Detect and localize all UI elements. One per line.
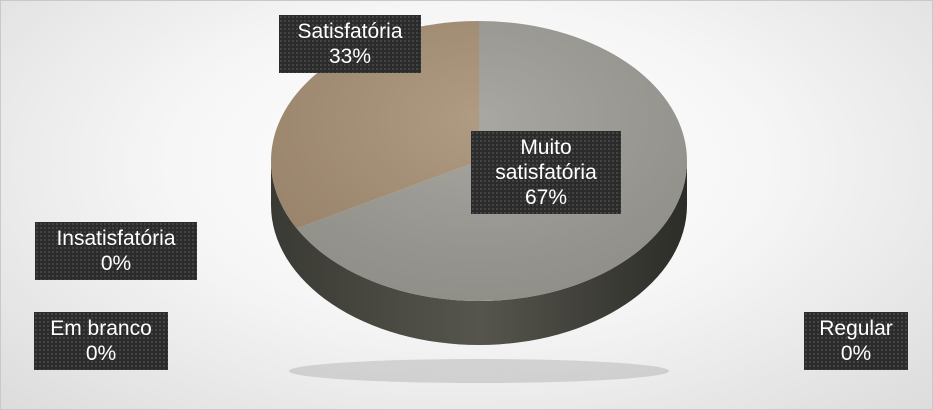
slice-label-value: 67% bbox=[524, 186, 568, 209]
data-label-em-branco: Em branco 0% bbox=[34, 312, 168, 370]
pie-shadow bbox=[289, 359, 669, 383]
slice-label-name: Muito satisfatória bbox=[495, 136, 597, 184]
data-label-insatisfatoria: Insatisfatória 0% bbox=[35, 222, 197, 280]
slice-label-name: Em branco bbox=[50, 317, 152, 340]
data-label-satisfatoria: Satisfatória 33% bbox=[279, 15, 421, 73]
slice-label-value: 0% bbox=[85, 342, 117, 365]
slice-label-name: Regular bbox=[819, 317, 893, 340]
slice-label-name: Satisfatória bbox=[297, 20, 403, 43]
slice-label-value: 0% bbox=[840, 342, 872, 365]
slice-label-value: 33% bbox=[328, 45, 372, 68]
slice-label-value: 0% bbox=[100, 252, 132, 275]
data-label-regular: Regular 0% bbox=[804, 312, 908, 370]
data-label-muito-satisfatoria: Muito satisfatória 67% bbox=[471, 131, 621, 214]
slice-label-name: Insatisfatória bbox=[56, 227, 176, 250]
